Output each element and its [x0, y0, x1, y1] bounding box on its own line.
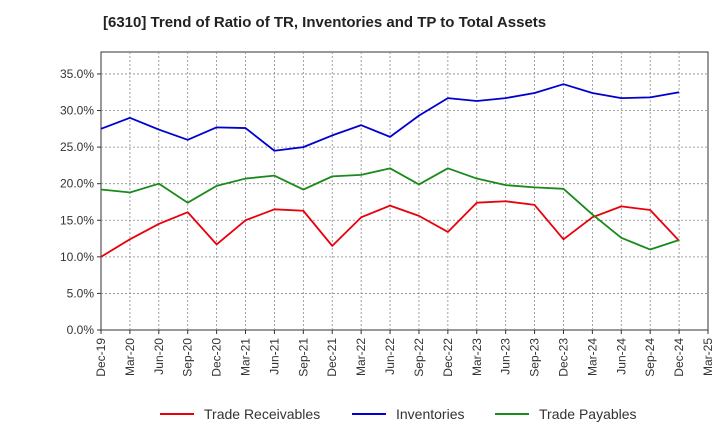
- trade-receivables-legend-label: Trade Receivables: [204, 406, 320, 422]
- x-tick-label: Sep-21: [296, 338, 310, 377]
- x-tick-label: Dec-20: [210, 338, 224, 377]
- y-tick-label: 0.0%: [67, 323, 95, 337]
- trade-payables-legend-label: Trade Payables: [539, 406, 637, 422]
- x-tick-label: Mar-22: [354, 338, 368, 376]
- x-tick-label: Dec-22: [441, 338, 455, 377]
- x-tick-label: Sep-22: [412, 338, 426, 377]
- x-tick-label: Sep-23: [528, 338, 542, 377]
- x-tick-label: Dec-19: [94, 338, 108, 377]
- x-tick-label: Mar-24: [585, 338, 599, 376]
- x-tick-label: Mar-25: [701, 338, 715, 376]
- plot-area: [100, 51, 709, 331]
- x-tick-label: Sep-24: [643, 338, 657, 377]
- y-tick-label: 25.0%: [60, 140, 94, 154]
- y-tick-label: 10.0%: [60, 250, 94, 264]
- chart-title: [6310] Trend of Ratio of TR, Inventories…: [103, 14, 547, 31]
- trade-payables-line: [100, 167, 680, 251]
- x-tick-label: Jun-21: [267, 338, 281, 375]
- x-tick-label: Mar-21: [239, 338, 253, 376]
- inventories-line: [100, 83, 680, 152]
- x-tick-label: Mar-20: [123, 338, 137, 376]
- y-tick-label: 30.0%: [60, 104, 94, 118]
- y-tick-label: 20.0%: [60, 177, 94, 191]
- x-tick-label: Dec-24: [672, 338, 686, 377]
- x-tick-label: Dec-23: [556, 338, 570, 377]
- inventories-legend-label: Inventories: [396, 406, 464, 422]
- x-tick-label: Jun-23: [499, 338, 513, 375]
- x-tick-label: Dec-21: [325, 338, 339, 377]
- y-tick-label: 35.0%: [60, 67, 94, 81]
- y-tick-label: 5.0%: [67, 286, 95, 300]
- x-tick-label: Jun-20: [152, 338, 166, 375]
- y-tick-label: 15.0%: [60, 213, 94, 227]
- x-tick-label: Jun-24: [614, 338, 628, 375]
- trade-receivables-line: [100, 200, 680, 258]
- x-tick-label: Sep-20: [181, 338, 195, 377]
- x-tick-label: Jun-22: [383, 338, 397, 375]
- x-tick-label: Mar-23: [470, 338, 484, 376]
